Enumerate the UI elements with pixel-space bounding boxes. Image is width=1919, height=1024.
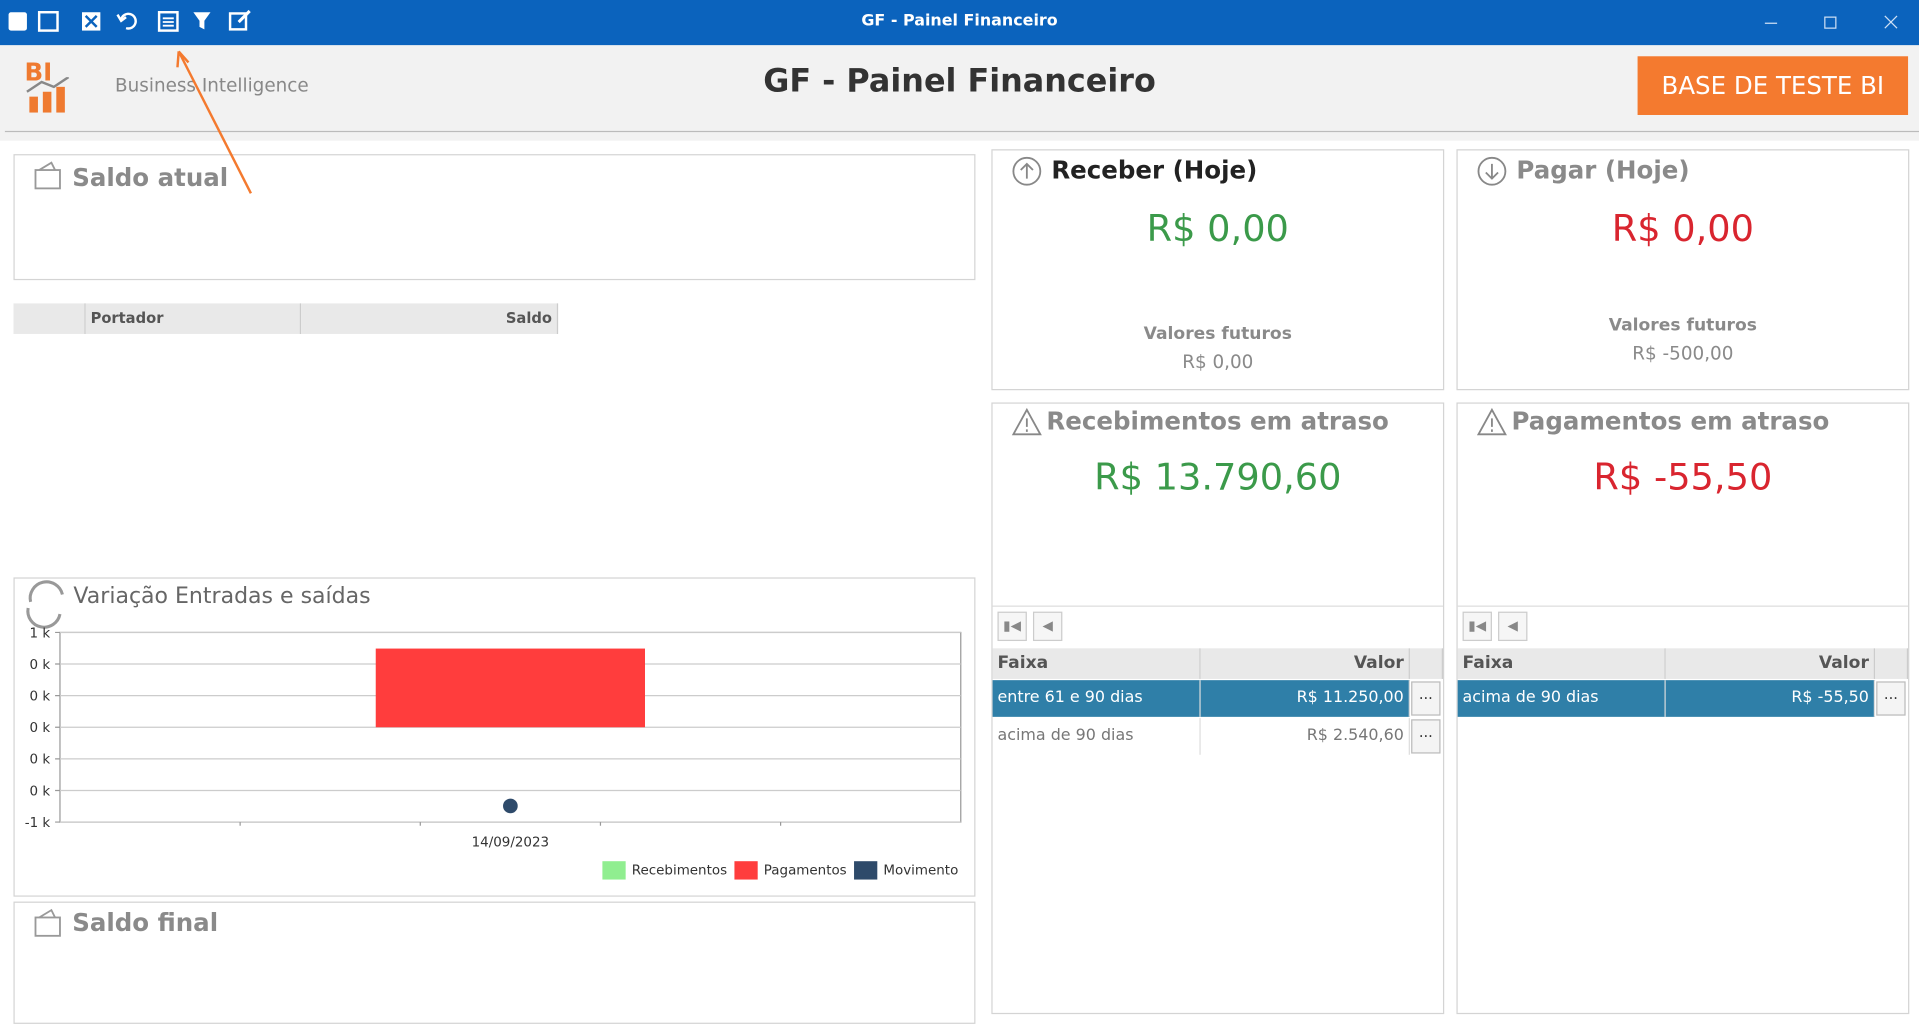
grid-header — [13, 303, 86, 334]
saldo-atual-panel: Saldo atual — [13, 154, 976, 281]
future-value: R$ -500,00 — [1632, 342, 1734, 365]
future-label: Valores futuros — [1608, 315, 1757, 336]
header: BI Business Intelligence GF - Painel Fin… — [0, 45, 1919, 141]
y-tick-label: -1 k — [25, 816, 51, 831]
window-controls[interactable] — [1748, 0, 1919, 45]
refresh-icon — [26, 580, 64, 629]
grid-header: Valor — [1665, 648, 1876, 679]
y-tick-label: 0 k — [30, 784, 51, 799]
grid-cell: R$ -55,50 — [1665, 680, 1876, 717]
x-tick-label: 14/09/2023 — [472, 836, 549, 851]
legend-swatch — [854, 861, 878, 880]
logo-graphic — [26, 77, 70, 113]
grid-cell: acima de 90 dias — [993, 718, 1201, 755]
bar — [375, 648, 645, 728]
grid-header: Portador — [85, 303, 302, 334]
test-base-button[interactable]: BASE DE TESTE BI — [1637, 56, 1909, 115]
more-button[interactable]: ··· — [1411, 681, 1441, 716]
y-tick-label: 0 k — [30, 658, 51, 673]
grid-header: Faixa — [1457, 648, 1666, 679]
future-value: R$ 0,00 — [1182, 351, 1254, 374]
panel-title: Saldo atual — [72, 162, 229, 193]
legend-label: Recebimentos — [632, 864, 727, 879]
y-tick-label: 0 k — [30, 690, 51, 705]
panel-title: Pagar (Hoje) — [1516, 155, 1690, 185]
arrow-down-icon — [1477, 156, 1507, 186]
value: R$ 0,00 — [1146, 207, 1289, 251]
grid-header — [1875, 648, 1909, 679]
header-divider — [4, 130, 1919, 133]
legend-swatch — [734, 861, 758, 880]
page-title: GF - Painel Financeiro — [763, 63, 1156, 101]
warning-icon — [1011, 407, 1042, 436]
chart: Variação Entradas e saídas 1 k 0 k 0 k 0 k 0… — [25, 580, 962, 880]
warning-icon — [1476, 407, 1507, 436]
panel-title: Recebimentos em atraso — [1046, 406, 1389, 436]
pagar-panel: Pagar (Hoje) R$ 0,00 Valores futuros R$ … — [1456, 149, 1910, 391]
value: R$ -55,50 — [1593, 456, 1773, 500]
panel-title: Pagamentos em atraso — [1511, 406, 1830, 436]
value: R$ 13.790,60 — [1094, 456, 1342, 500]
grid-cell: acima de 90 dias — [1457, 680, 1666, 717]
chart-title: Variação Entradas e saídas — [73, 584, 370, 609]
y-tick-label: 1 k — [30, 626, 51, 641]
toolbar-icons — [8, 9, 251, 32]
more-button[interactable]: ··· — [1411, 719, 1441, 754]
logo: BI — [24, 57, 53, 87]
y-tick-label: 0 k — [30, 753, 51, 768]
pager-divider — [992, 605, 1443, 607]
pager-divider — [1457, 605, 1909, 607]
value: R$ 0,00 — [1611, 207, 1755, 251]
grid-cell: entre 61 e 90 dias — [992, 680, 1201, 717]
wallet-icon — [34, 161, 61, 190]
more-button[interactable]: ··· — [1876, 681, 1906, 716]
future-label: Valores futuros — [1143, 324, 1292, 344]
pager-first[interactable]: ▮◀ — [997, 611, 1027, 642]
recebimentos-atraso-panel: Recebimentos em atraso R$ 13.790,60 ▮◀ ◀ Fai… — [991, 402, 1445, 1015]
grid-header — [1409, 648, 1443, 679]
grid-header: Valor — [1200, 648, 1410, 679]
legend-swatch — [602, 861, 626, 880]
wallet-icon — [34, 908, 61, 937]
arrow-up-icon — [1012, 156, 1042, 186]
y-tick-label: 0 k — [30, 721, 51, 736]
panel-title: Saldo final — [72, 907, 219, 938]
saldo-final-panel: Saldo final — [13, 901, 976, 1024]
grid-header: Saldo — [301, 303, 559, 334]
legend-label: Pagamentos — [764, 864, 847, 879]
title-bar: GF - Painel Financeiro — [0, 0, 1919, 46]
grid-header: Faixa — [992, 648, 1201, 679]
window-title: GF - Painel Financeiro — [861, 12, 1058, 31]
pager-prev[interactable]: ◀ — [1032, 611, 1063, 642]
pager-prev[interactable]: ◀ — [1498, 611, 1528, 642]
grid-cell: R$ 2.540,60 — [1201, 718, 1410, 755]
chart-panel: Variação Entradas e saídas 1 k 0 k 0 k 0 k 0… — [13, 577, 976, 897]
grid-cell: R$ 11.250,00 — [1200, 680, 1410, 717]
legend-label: Movimento — [883, 864, 958, 879]
pager-first[interactable]: ▮◀ — [1462, 611, 1492, 642]
pagamentos-atraso-panel: Pagamentos em atraso R$ -55,50 ▮◀ ◀ Faixa Val… — [1456, 402, 1910, 1015]
receber-panel: Receber (Hoje) R$ 0,00 Valores futuros R… — [991, 149, 1445, 391]
point — [503, 798, 518, 814]
panel-title: Receber (Hoje) — [1051, 155, 1258, 185]
